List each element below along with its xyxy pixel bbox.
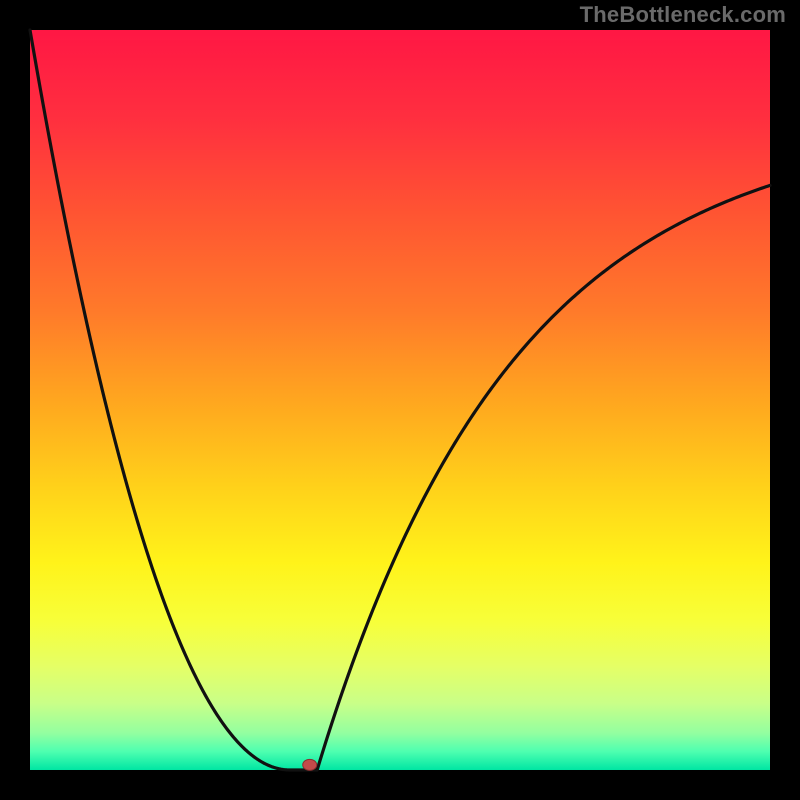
optimum-marker-icon: [303, 759, 317, 770]
watermark-text: TheBottleneck.com: [580, 2, 786, 28]
bottleneck-chart-svg: [0, 0, 800, 800]
plot-background: [30, 30, 770, 770]
chart-container: TheBottleneck.com: [0, 0, 800, 800]
